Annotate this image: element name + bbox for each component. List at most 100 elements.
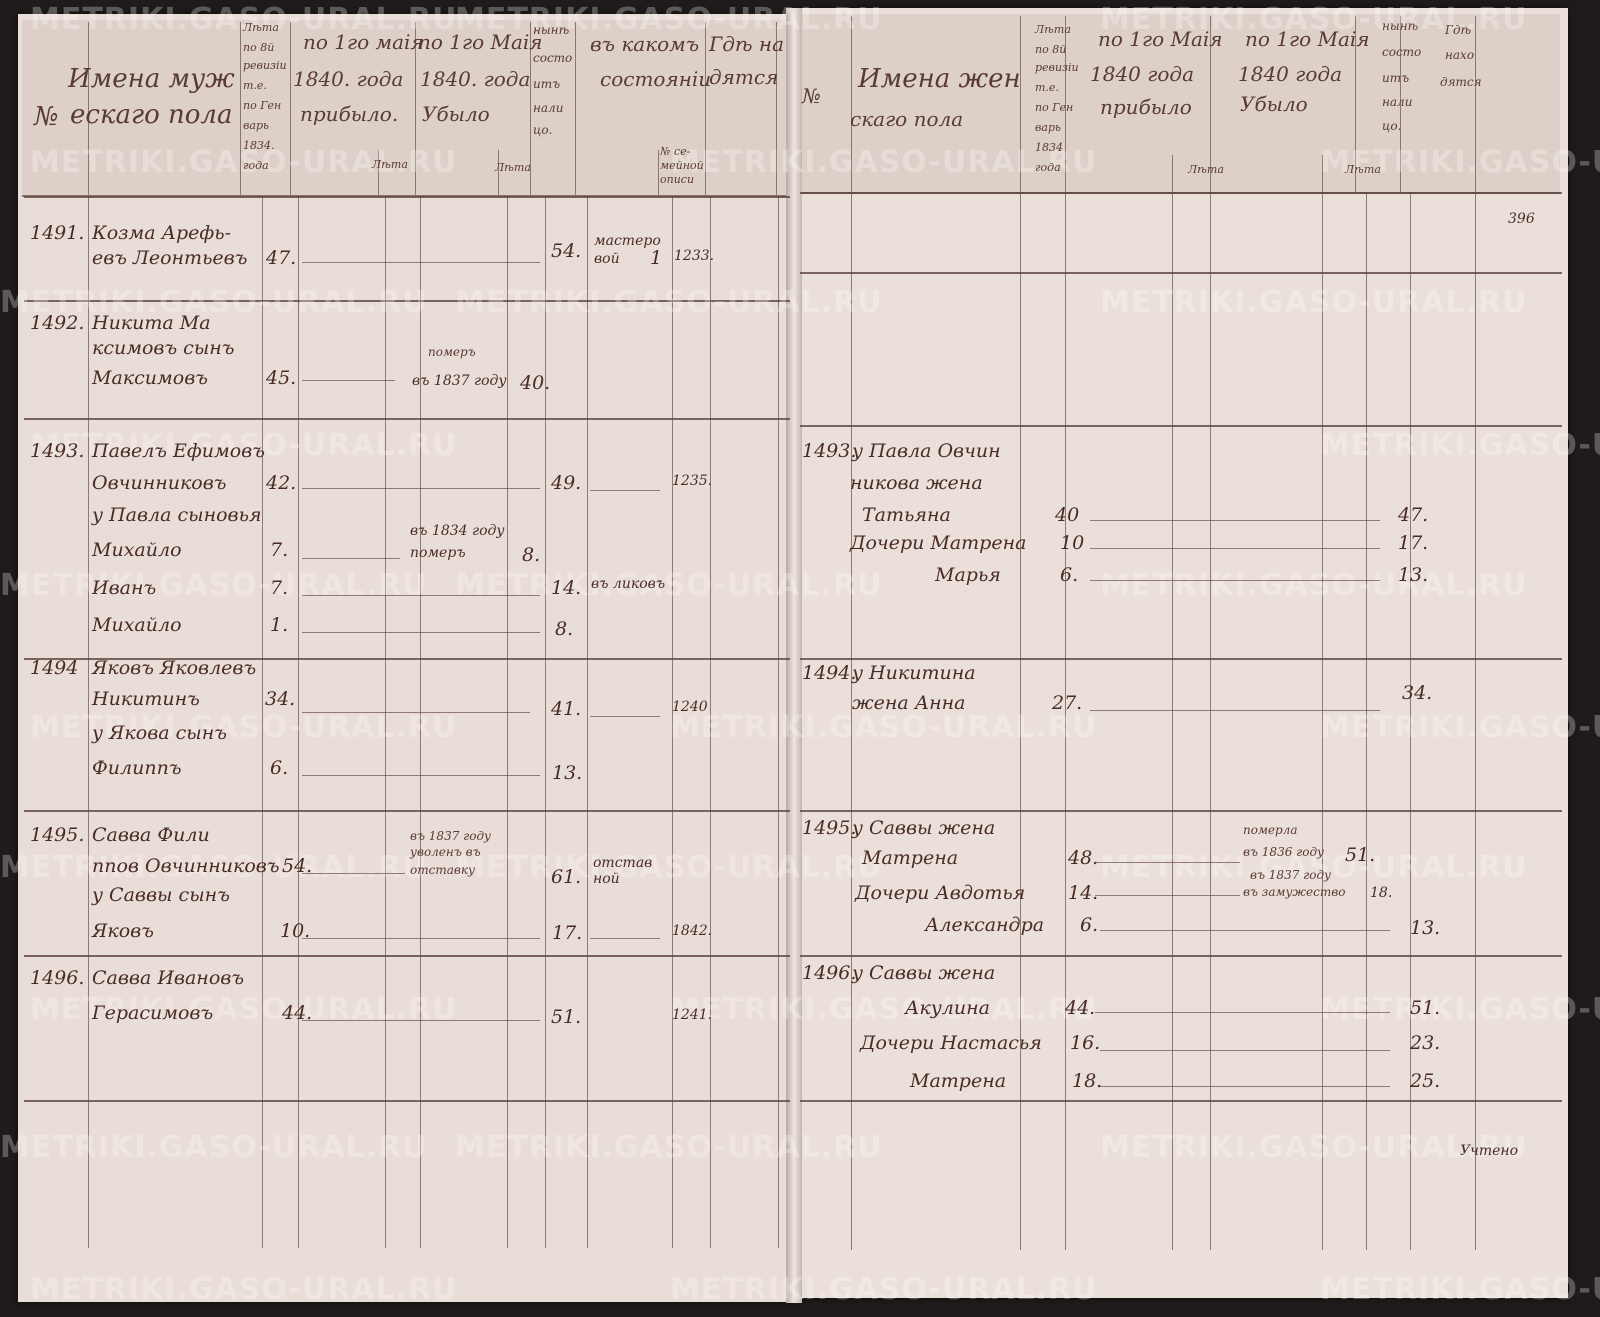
row-separator <box>800 272 1562 274</box>
right-column-header <box>800 14 1560 194</box>
dash-line <box>302 775 540 776</box>
dash-line <box>1100 1086 1390 1087</box>
family-list-number: 1 <box>650 247 663 269</box>
entry-number: 1493. <box>30 440 85 462</box>
dash-line <box>1090 580 1380 581</box>
age-1834: 44. <box>282 1002 313 1024</box>
watermark: METRIKI.GASO-URAL.RU <box>1320 1272 1600 1307</box>
age-1834: 6. <box>1060 564 1079 586</box>
column-rule <box>705 22 706 195</box>
person-name: никова жена <box>850 472 983 494</box>
header-revision-age: 1834 <box>1035 141 1063 154</box>
row-separator <box>24 658 790 660</box>
row-separator <box>24 300 790 302</box>
row-separator <box>24 196 790 198</box>
entry-number: 1492. <box>30 312 85 334</box>
present-age: 41. <box>551 698 582 720</box>
header-location: нахо <box>1445 48 1475 62</box>
dash-line <box>302 873 405 874</box>
header-departed-years: Лѣта <box>495 161 531 174</box>
person-name: Татьяна <box>862 504 951 526</box>
present-age: 23. <box>1410 1032 1441 1054</box>
person-name: Михайло <box>92 539 182 561</box>
header-revision-age: варь <box>243 119 269 132</box>
column-rule <box>1322 192 1323 1250</box>
departed-note: въ 1836 году <box>1243 845 1325 859</box>
column-rule <box>1020 16 1021 192</box>
header-name-title: скаго пола <box>850 107 964 131</box>
watermark: METRIKI.GASO-URAL.RU <box>1320 428 1600 463</box>
entry-number: 1493. <box>802 440 857 462</box>
person-name: ппов Овчинниковъ <box>92 855 280 877</box>
departed-age: 51. <box>1345 844 1376 866</box>
header-number: № <box>34 102 59 132</box>
departed-note: отставку <box>410 863 475 877</box>
watermark: METRIKI.GASO-URAL.RU <box>670 145 1098 180</box>
dash-line <box>302 380 395 381</box>
person-name: у Никитина <box>852 662 976 684</box>
present-age: 17. <box>1398 532 1429 554</box>
present-age: 8. <box>555 618 574 640</box>
header-departed: по 1го Маія <box>1245 27 1370 51</box>
dash-line <box>1095 862 1240 863</box>
column-rule <box>1475 16 1476 192</box>
header-location: дятся <box>709 65 779 89</box>
entry-number: 1494. <box>802 662 857 684</box>
column-rule <box>378 150 379 195</box>
header-arrived: по 1го Маія <box>1098 27 1223 51</box>
estate: вой <box>594 251 620 267</box>
watermark: METRIKI.GASO-URAL.RU <box>0 568 428 603</box>
watermark: METRIKI.GASO-URAL.RU <box>1320 145 1600 180</box>
column-rule <box>1410 192 1411 1250</box>
row-separator <box>24 955 790 957</box>
person-name: Савва Фили <box>92 824 210 846</box>
person-name: Матрена <box>910 1070 1007 1092</box>
age-1834: 54. <box>282 855 313 877</box>
watermark: METRIKI.GASO-URAL.RU <box>1320 992 1600 1027</box>
entry-number: 1496. <box>30 967 85 989</box>
estate: отстав <box>593 855 653 871</box>
header-present: цо. <box>1382 119 1402 133</box>
header-arrived-years: Лѣта <box>372 158 408 171</box>
person-name: Дочери Матрена <box>850 532 1027 554</box>
column-rule <box>658 150 659 195</box>
right-page <box>796 8 1568 1298</box>
estate: мастеро <box>594 233 661 249</box>
watermark: METRIKI.GASO-URAL.RU <box>30 145 458 180</box>
departed-note: померла <box>1243 823 1298 837</box>
header-arrived: прибыло. <box>300 102 399 126</box>
header-revision-age: по Ген <box>1035 101 1074 114</box>
watermark: METRIKI.GASO-URAL.RU <box>30 992 458 1027</box>
dash-line <box>302 558 400 559</box>
person-name: Филиппъ <box>92 757 182 779</box>
page-number: 396 <box>1508 211 1535 227</box>
header-present: нали <box>1382 95 1413 109</box>
person-name: Павелъ Ефимовъ <box>92 440 265 462</box>
book-spine <box>786 8 802 1303</box>
watermark: METRIKI.GASO-URAL.RU <box>455 850 883 885</box>
header-number: № <box>802 84 821 108</box>
entry-number: 1495. <box>802 817 857 839</box>
header-arrived: по 1го маія <box>303 30 424 54</box>
header-present: нынѣ <box>1382 19 1419 33</box>
dash-line <box>1090 710 1380 711</box>
header-revision-age: по 8й <box>243 41 275 54</box>
dash-line <box>302 712 530 713</box>
footer-note: Учтено <box>1460 1143 1519 1159</box>
watermark: METRIKI.GASO-URAL.RU <box>30 1272 458 1307</box>
row-separator <box>24 1100 790 1102</box>
watermark: METRIKI.GASO-URAL.RU <box>455 285 883 320</box>
header-location: дятся <box>1440 75 1482 89</box>
watermark: METRIKI.GASO-URAL.RU <box>1100 568 1528 603</box>
dash-line <box>1100 930 1390 931</box>
column-rule <box>851 16 852 192</box>
departed-age: 40. <box>520 372 551 394</box>
departed-note: въ 1837 году <box>1250 868 1332 882</box>
column-rule <box>1475 192 1476 1250</box>
header-revision-age: года <box>1035 161 1061 174</box>
column-rule <box>1172 192 1173 1250</box>
present-age: 51. <box>551 1006 582 1028</box>
watermark: METRIKI.GASO-URAL.RU <box>455 2 883 37</box>
present-age: 49. <box>551 472 582 494</box>
watermark: METRIKI.GASO-URAL.RU <box>1100 1130 1528 1165</box>
